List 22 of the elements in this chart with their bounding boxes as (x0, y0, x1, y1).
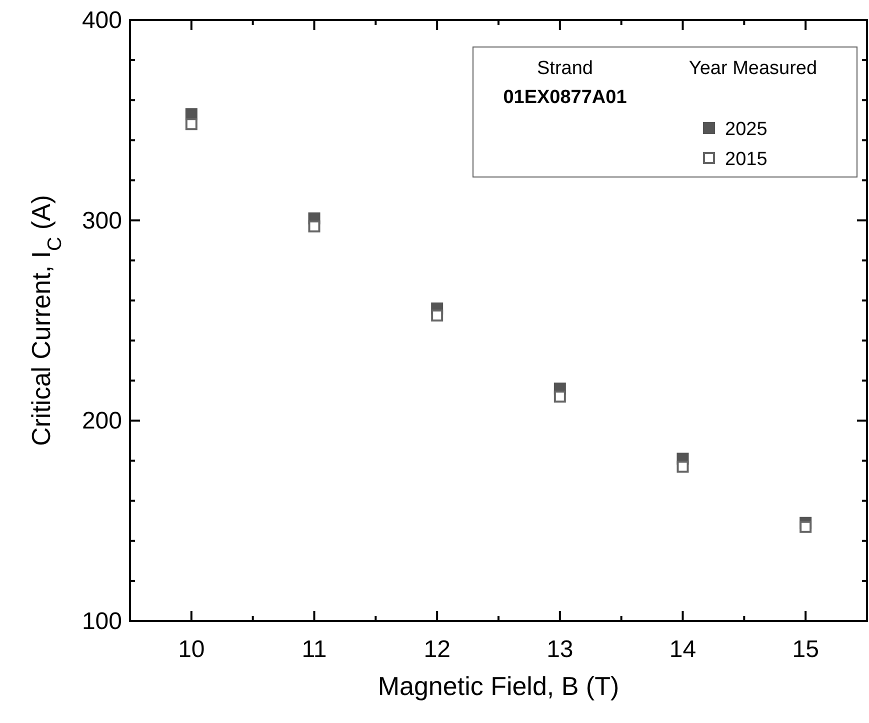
legend-title: Strand (537, 58, 593, 79)
x-tick-label: 14 (669, 636, 696, 663)
y-tick-label: 200 (82, 408, 122, 435)
point (676, 460, 689, 473)
x-tick-label: 11 (302, 636, 327, 663)
legend-label: 2025 (725, 119, 768, 140)
point (554, 390, 566, 403)
x-tick-label: 15 (792, 636, 819, 663)
point (185, 118, 198, 130)
y-tick-label: 400 (82, 7, 122, 34)
annotation: Year Measured (688, 58, 818, 79)
x-tick-label: 13 (546, 636, 574, 663)
y-tick-label: 300 (82, 207, 122, 234)
x-tick-label: 10 (178, 636, 205, 663)
y-tick-label: 100 (82, 608, 122, 635)
point (308, 220, 320, 232)
point (800, 520, 812, 533)
legend-label: 2015 (725, 149, 768, 170)
point (431, 309, 444, 322)
annotation: 01EX0877A01 (503, 87, 628, 108)
x-tick-label: 12 (424, 636, 450, 663)
x-axis-title: Magnetic Field, B (T) (378, 671, 620, 701)
